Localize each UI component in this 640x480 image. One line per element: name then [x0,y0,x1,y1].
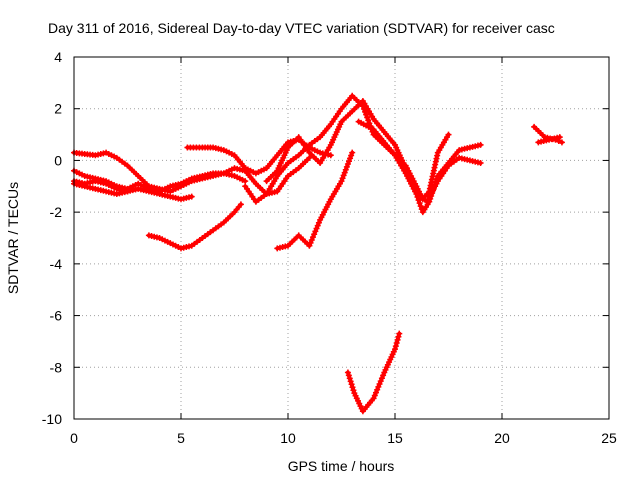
series-4 [71,180,131,198]
y-tick-label: 2 [54,101,62,117]
chart-title: Day 311 of 2016, Sidereal Day-to-day VTE… [48,20,555,36]
grid-lines [74,57,609,419]
axis-ticks: 0 5 10 15 20 25 -10 -8 -6 -4 -2 0 2 4 [42,49,617,446]
series-markers [344,330,403,415]
x-tick-label: 0 [70,430,78,446]
y-tick-label: 0 [54,152,62,168]
series-markers [145,201,244,252]
x-tick-label: 25 [601,430,617,446]
series-markers [355,118,452,203]
x-tick-label: 10 [280,430,296,446]
y-tick-label: -4 [50,256,63,272]
plot-frame [73,56,610,420]
x-tick-label: 15 [387,430,403,446]
series-13 [535,134,563,146]
x-tick-label: 20 [494,430,510,446]
x-tick-label: 5 [177,430,185,446]
y-tick-label: 4 [54,49,62,65]
data-series [71,92,565,415]
series-markers [274,149,356,252]
series-9 [274,149,356,252]
x-axis-label: GPS time / hours [288,458,395,474]
y-tick-label: -8 [50,359,63,375]
series-markers [535,134,563,146]
series-6 [145,201,244,252]
series-11 [344,330,403,415]
series-8 [263,97,484,205]
y-tick-label: -6 [50,308,63,324]
y-axis-label: SDTVAR / TECUs [5,182,21,294]
y-tick-label: -10 [42,411,62,427]
series-10 [355,118,452,203]
y-tick-label: -2 [50,204,63,220]
series-markers [263,97,484,205]
